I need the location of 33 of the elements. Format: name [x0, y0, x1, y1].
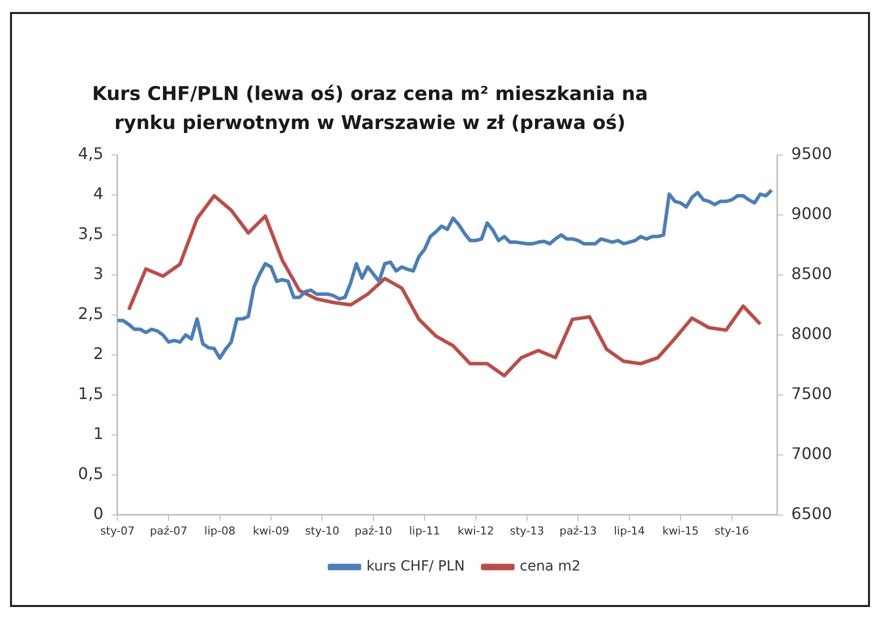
x-tick-label: kwi-09 [252, 524, 290, 538]
y2-tick-label: 9500 [791, 144, 832, 164]
y-tick-label: 2,5 [78, 304, 104, 324]
y-tick-label: 0 [93, 504, 104, 523]
y-tick-label: 1 [93, 424, 104, 443]
x-tick-label: sty-10 [305, 524, 340, 538]
x-tick-label: sty-16 [714, 524, 749, 538]
x-tick-label: sty-13 [510, 524, 544, 538]
y-tick-label: 2 [93, 344, 104, 364]
x-tick-label: kwi-15 [662, 524, 699, 538]
y-tick-label: 4 [93, 184, 104, 204]
y-tick-label: 1,5 [78, 384, 104, 404]
y-tick-label: 3 [93, 264, 104, 284]
y2-tick-label: 8500 [791, 264, 832, 284]
y2-tick-label: 9000 [791, 204, 832, 224]
chart-title: Kurs CHF/PLN (lewa oś) oraz cena m² mieszkania na rynku pierwotnym w Warszawie w zł (prawa oś) [91, 82, 649, 136]
y-tick-label: 0,5 [78, 464, 104, 483]
y2-tick-label: 8000 [791, 324, 832, 344]
y2-tick-label: 7500 [791, 384, 832, 404]
y-tick-label: 3,5 [78, 224, 104, 244]
x-tick-label: paź-13 [559, 524, 597, 538]
x-tick-label: lip-11 [409, 524, 440, 538]
x-tick-label: sty-07 [100, 524, 135, 538]
x-tick-label: paź-07 [150, 524, 188, 538]
x-tick-label: paź-10 [354, 524, 392, 538]
legend-label: kurs CHF/ PLN [366, 558, 465, 575]
y2-tick-label: 7000 [791, 444, 832, 463]
legend-label: cena m2 [520, 558, 581, 575]
y-tick-label: 4,5 [78, 144, 104, 164]
x-tick-label: kwi-12 [458, 524, 494, 538]
x-tick-label: lip-08 [204, 524, 236, 538]
x-tick-label: lip-14 [614, 524, 645, 538]
y2-tick-label: 6500 [791, 504, 832, 523]
